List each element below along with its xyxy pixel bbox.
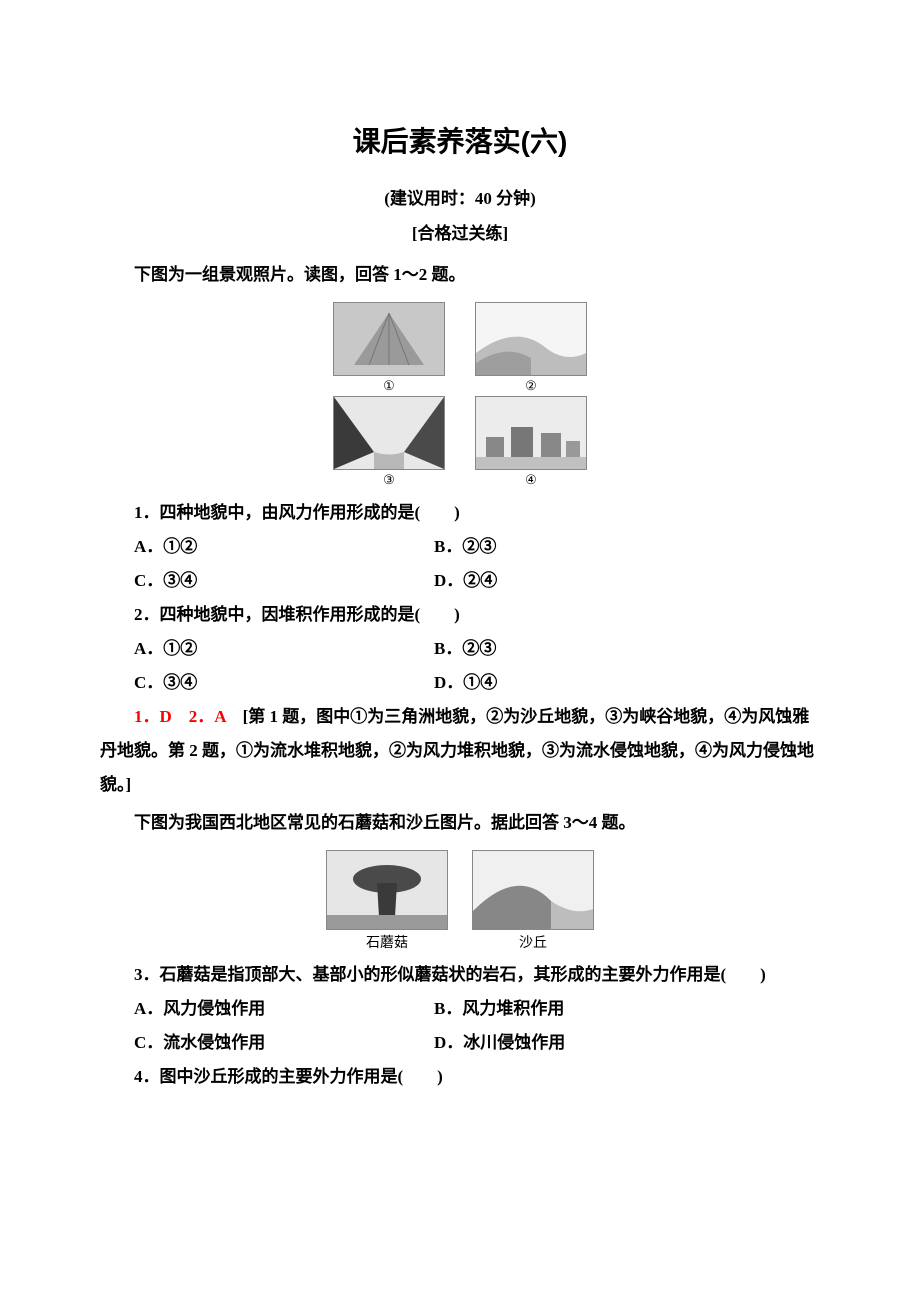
figure-row-2: ③ ④ bbox=[333, 396, 587, 488]
figure-cell-2: ② bbox=[475, 302, 587, 394]
question-4-stem: 4．图中沙丘形成的主要外力作用是() bbox=[100, 1060, 820, 1094]
q1-close: ) bbox=[454, 503, 460, 522]
section-label: [合格过关练] bbox=[100, 219, 820, 244]
question-2-stem: 2．四种地貌中，因堆积作用形成的是() bbox=[100, 598, 820, 632]
q4-close: ) bbox=[437, 1067, 443, 1086]
page-title: 课后素养落实(六) bbox=[100, 120, 820, 160]
figure-label-mushroom: 石蘑菇 bbox=[366, 932, 408, 952]
answer-key-1-2: 1．D 2．A bbox=[134, 707, 243, 726]
q1-option-a: A．①② bbox=[100, 530, 434, 564]
q4-stem-text: 4．图中沙丘形成的主要外力作用是( bbox=[134, 1067, 403, 1086]
q2-option-a: A．①② bbox=[100, 632, 434, 666]
intro-paragraph-2: 下图为我国西北地区常见的石蘑菇和沙丘图片。据此回答 3～4 题。 bbox=[100, 806, 820, 840]
q2-option-d: D．①④ bbox=[434, 666, 820, 700]
figure-label-4: ④ bbox=[525, 472, 537, 488]
landscape-image-3 bbox=[333, 396, 445, 470]
landscape-image-4 bbox=[475, 396, 587, 470]
figure-label-dune: 沙丘 bbox=[519, 932, 547, 952]
q1-option-c: C．③④ bbox=[100, 564, 434, 598]
q2-close: ) bbox=[454, 605, 460, 624]
q2-options-row-2: C．③④ D．①④ bbox=[100, 666, 820, 700]
q1-option-d: D．②④ bbox=[434, 564, 820, 598]
page: 课后素养落实(六) (建议用时：40 分钟) [合格过关练] 下图为一组景观照片… bbox=[0, 0, 920, 1154]
figure-cell-4: ④ bbox=[475, 396, 587, 488]
figure-label-1: ① bbox=[383, 378, 395, 394]
intro-paragraph-1: 下图为一组景观照片。读图，回答 1～2 题。 bbox=[100, 258, 820, 292]
sand-dune-image bbox=[472, 850, 594, 930]
question-3-stem: 3．石蘑菇是指顶部大、基部小的形似蘑菇状的岩石，其形成的主要外力作用是() bbox=[100, 958, 820, 992]
q3-close: ) bbox=[760, 965, 766, 984]
figure-cell-dune: 沙丘 bbox=[472, 850, 594, 952]
figure-group-1: ① ② bbox=[100, 302, 820, 490]
figure-label-2: ② bbox=[525, 378, 537, 394]
figure-row-1: ① ② bbox=[333, 302, 587, 394]
landscape-image-1 bbox=[333, 302, 445, 376]
time-suggestion: (建议用时：40 分钟) bbox=[100, 184, 820, 209]
q2-option-c: C．③④ bbox=[100, 666, 434, 700]
q1-stem-text: 1．四种地貌中，由风力作用形成的是( bbox=[134, 503, 420, 522]
question-1-stem: 1．四种地貌中，由风力作用形成的是() bbox=[100, 496, 820, 530]
q1-option-b: B．②③ bbox=[434, 530, 820, 564]
mushroom-rock-image bbox=[326, 850, 448, 930]
q3-options-row-2: C．流水侵蚀作用 D．冰川侵蚀作用 bbox=[100, 1026, 820, 1060]
q3-options-row-1: A．风力侵蚀作用 B．风力堆积作用 bbox=[100, 992, 820, 1026]
q3-option-a: A．风力侵蚀作用 bbox=[100, 992, 434, 1026]
q3-stem-text: 3．石蘑菇是指顶部大、基部小的形似蘑菇状的岩石，其形成的主要外力作用是( bbox=[134, 965, 726, 984]
q2-option-b: B．②③ bbox=[434, 632, 820, 666]
figure-cell-1: ① bbox=[333, 302, 445, 394]
q3-option-b: B．风力堆积作用 bbox=[434, 992, 820, 1026]
figure-group-2: 石蘑菇 沙丘 bbox=[100, 850, 820, 952]
q1-options-row-1: A．①② B．②③ bbox=[100, 530, 820, 564]
q2-stem-text: 2．四种地貌中，因堆积作用形成的是( bbox=[134, 605, 420, 624]
q3-option-d: D．冰川侵蚀作用 bbox=[434, 1026, 820, 1060]
figure-label-3: ③ bbox=[383, 472, 395, 488]
q1-options-row-2: C．③④ D．②④ bbox=[100, 564, 820, 598]
landscape-image-2 bbox=[475, 302, 587, 376]
q3-option-c: C．流水侵蚀作用 bbox=[100, 1026, 434, 1060]
q2-options-row-1: A．①② B．②③ bbox=[100, 632, 820, 666]
figure-cell-mushroom: 石蘑菇 bbox=[326, 850, 448, 952]
answer-1-2: 1．D 2．A [第 1 题，图中①为三角洲地貌，②为沙丘地貌，③为峡谷地貌，④… bbox=[100, 700, 820, 802]
figure-cell-3: ③ bbox=[333, 396, 445, 488]
